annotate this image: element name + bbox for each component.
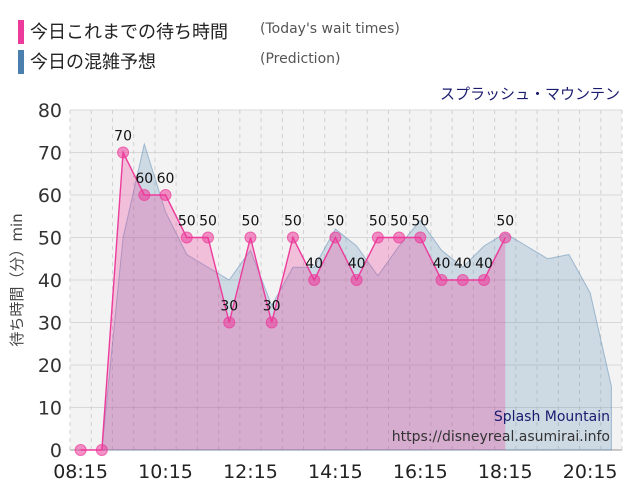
- today-point: [478, 274, 490, 286]
- legend-swatch-prediction: [18, 50, 24, 74]
- y-tick-label: 20: [38, 355, 62, 377]
- today-point: [244, 231, 257, 244]
- today-point: [499, 231, 512, 244]
- data-label: 40: [454, 256, 472, 272]
- data-label: 70: [114, 129, 132, 145]
- data-label: 40: [348, 256, 366, 272]
- x-tick-label: 12:15: [223, 461, 278, 483]
- today-point: [456, 274, 469, 286]
- data-label: 30: [263, 299, 281, 315]
- today-point: [286, 231, 299, 244]
- x-tick-label: 10:15: [138, 461, 193, 483]
- today-point: [159, 189, 172, 201]
- data-label: 50: [326, 214, 344, 230]
- data-label: 40: [305, 256, 323, 272]
- legend-swatch-today: [18, 20, 24, 44]
- prediction-area: [80, 142, 612, 451]
- x-tick-label: 20:15: [563, 461, 618, 483]
- today-point: [74, 444, 87, 456]
- legend-sublabel-today: (Today's wait times): [260, 21, 400, 37]
- y-axis-label: 待ち時間（分）min: [8, 213, 26, 346]
- data-label: 50: [284, 214, 302, 230]
- watermark-url: https://disneyreal.asumirai.info: [392, 429, 610, 445]
- data-label: 40: [475, 256, 493, 272]
- data-label: 40: [433, 256, 451, 272]
- legend-sublabel-prediction: (Prediction): [260, 51, 341, 67]
- today-point: [308, 274, 321, 286]
- today-point: [223, 316, 236, 329]
- y-tick-label: 50: [38, 228, 62, 250]
- y-tick-label: 30: [38, 313, 62, 335]
- data-label: 50: [369, 214, 387, 230]
- today-point: [95, 444, 108, 456]
- today-point: [414, 231, 427, 244]
- attraction-name: スプラッシュ・マウンテン: [440, 85, 620, 103]
- x-tick-label: 08:15: [53, 461, 108, 483]
- y-tick-label: 10: [38, 398, 62, 420]
- x-tick-label: 16:15: [393, 461, 448, 483]
- x-tick-label: 14:15: [308, 461, 363, 483]
- y-tick-label: 40: [38, 270, 62, 292]
- today-point: [265, 316, 278, 329]
- y-tick-label: 70: [38, 143, 62, 165]
- data-label: 50: [242, 214, 260, 230]
- today-point: [138, 189, 151, 201]
- y-tick-label: 60: [38, 185, 62, 207]
- today-point: [350, 274, 363, 286]
- data-label: 60: [157, 171, 175, 187]
- data-label: 60: [135, 171, 153, 187]
- series-areas: [80, 142, 612, 451]
- watermark-name: Splash Mountain: [494, 409, 610, 425]
- data-label: 50: [199, 214, 217, 230]
- today-point: [117, 146, 130, 159]
- axes: 0 10 20 30 40 50 60 70 80 08:15 10:15 12:15 14:15 16:…: [38, 100, 618, 483]
- legend-label-today: 今日これまでの待ち時間: [30, 22, 228, 43]
- x-tick-label: 18:15: [478, 461, 533, 483]
- data-label: 50: [178, 214, 196, 230]
- data-label: 30: [220, 299, 238, 315]
- today-points: [74, 146, 512, 456]
- today-point: [435, 274, 448, 286]
- today-area: [80, 152, 506, 450]
- today-point: [180, 231, 193, 244]
- today-point: [202, 231, 214, 244]
- today-point: [329, 231, 342, 244]
- data-label: 50: [390, 214, 408, 230]
- y-tick-label: 0: [50, 440, 62, 462]
- legend-label-prediction: 今日の混雑予想: [30, 52, 156, 73]
- today-point: [371, 231, 384, 244]
- today-point: [393, 231, 406, 244]
- y-tick-label: 80: [38, 100, 62, 122]
- data-label: 50: [411, 214, 429, 230]
- data-label: 50: [496, 214, 514, 230]
